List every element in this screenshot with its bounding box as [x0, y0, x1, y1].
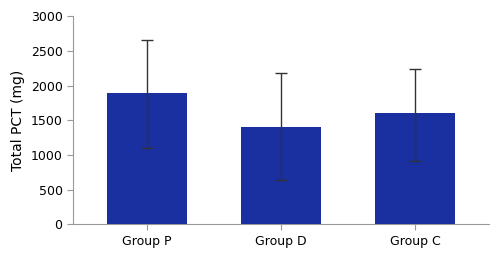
- Bar: [375, 113, 456, 225]
- Bar: [240, 127, 321, 225]
- Y-axis label: Total PCT (mg): Total PCT (mg): [11, 70, 25, 171]
- Bar: [106, 92, 187, 225]
